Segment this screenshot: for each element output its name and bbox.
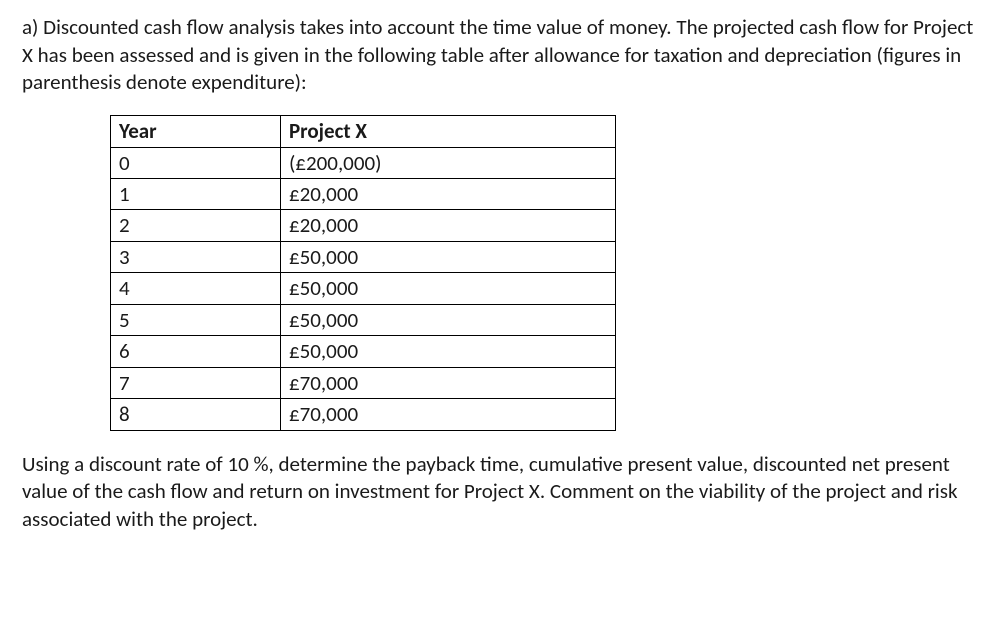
table-row: 5 £50,000	[111, 304, 616, 335]
table-row: 7 £70,000	[111, 367, 616, 398]
cell-value: £20,000	[281, 179, 616, 210]
cell-value: £50,000	[281, 273, 616, 304]
table-row: 1 £20,000	[111, 179, 616, 210]
cell-year: 5	[111, 304, 281, 335]
cell-year: 0	[111, 147, 281, 178]
table-row: 2 £20,000	[111, 210, 616, 241]
cell-year: 1	[111, 179, 281, 210]
table-row: 0 (£200,000)	[111, 147, 616, 178]
cell-year: 4	[111, 273, 281, 304]
cell-year: 3	[111, 241, 281, 272]
cell-year: 7	[111, 367, 281, 398]
col-header-project: Project X	[281, 116, 616, 147]
cell-year: 2	[111, 210, 281, 241]
cell-year: 6	[111, 336, 281, 367]
cashflow-table: Year Project X 0 (£200,000) 1 £20,000 2 …	[110, 115, 616, 430]
cell-year: 8	[111, 399, 281, 430]
intro-paragraph: a) Discounted cash flow analysis takes i…	[22, 14, 981, 97]
table-row: 4 £50,000	[111, 273, 616, 304]
table-row: 8 £70,000	[111, 399, 616, 430]
table-header-row: Year Project X	[111, 116, 616, 147]
cell-value: £70,000	[281, 367, 616, 398]
cell-value: £50,000	[281, 336, 616, 367]
cell-value: (£200,000)	[281, 147, 616, 178]
cell-value: £50,000	[281, 241, 616, 272]
cell-value: £70,000	[281, 399, 616, 430]
col-header-year: Year	[111, 116, 281, 147]
table-row: 3 £50,000	[111, 241, 616, 272]
cell-value: £20,000	[281, 210, 616, 241]
table-row: 6 £50,000	[111, 336, 616, 367]
table-container: Year Project X 0 (£200,000) 1 £20,000 2 …	[22, 115, 981, 430]
cell-value: £50,000	[281, 304, 616, 335]
outro-paragraph: Using a discount rate of 10 %, determine…	[22, 451, 981, 534]
